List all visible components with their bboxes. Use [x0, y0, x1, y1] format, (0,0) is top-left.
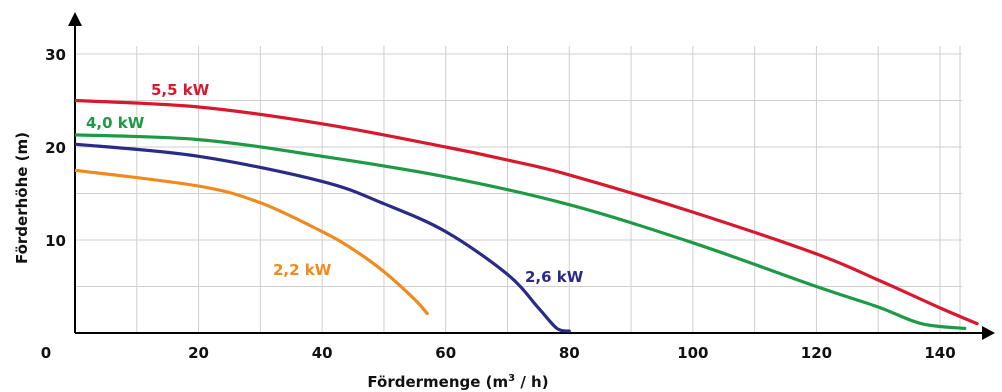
- series-curves: [75, 98, 979, 333]
- series-label: 4,0 kW: [86, 114, 145, 132]
- x-tick-label: 80: [559, 344, 580, 362]
- x-axis-arrow: [982, 326, 995, 340]
- axes: [68, 12, 995, 340]
- y-axis-title: Förderhöhe (m): [13, 132, 31, 264]
- x-tick-label: 120: [801, 344, 832, 362]
- series-curve-4-0-kw: [75, 133, 967, 330]
- series-curve-5-5-kw: [75, 98, 979, 326]
- x-axis-title: Fördermenge (m3 / h): [367, 373, 548, 391]
- series-labels: 5,5 kW 4,0 kW 2,6 kW 2,2 kW: [86, 81, 584, 286]
- x-tick-label: 100: [677, 344, 708, 362]
- series-label: 2,6 kW: [525, 268, 584, 286]
- series-curve-2-6-kw: [75, 142, 571, 333]
- y-tick-label: 30: [45, 46, 66, 64]
- tick-labels: 20 40 60 80 100 120 140 10 20 30 0: [41, 46, 956, 362]
- x-tick-label: 60: [435, 344, 456, 362]
- y-tick-label: 10: [45, 232, 66, 250]
- y-tick-label: 20: [45, 139, 66, 157]
- series-curve-2-2-kw: [75, 168, 429, 316]
- series-label: 5,5 kW: [151, 81, 210, 99]
- x-tick-label: 140: [924, 344, 955, 362]
- series-label: 2,2 kW: [273, 261, 332, 279]
- x-tick-label: 40: [312, 344, 333, 362]
- y-axis-arrow: [68, 12, 82, 26]
- origin-label: 0: [41, 344, 51, 362]
- x-tick-label: 20: [188, 344, 209, 362]
